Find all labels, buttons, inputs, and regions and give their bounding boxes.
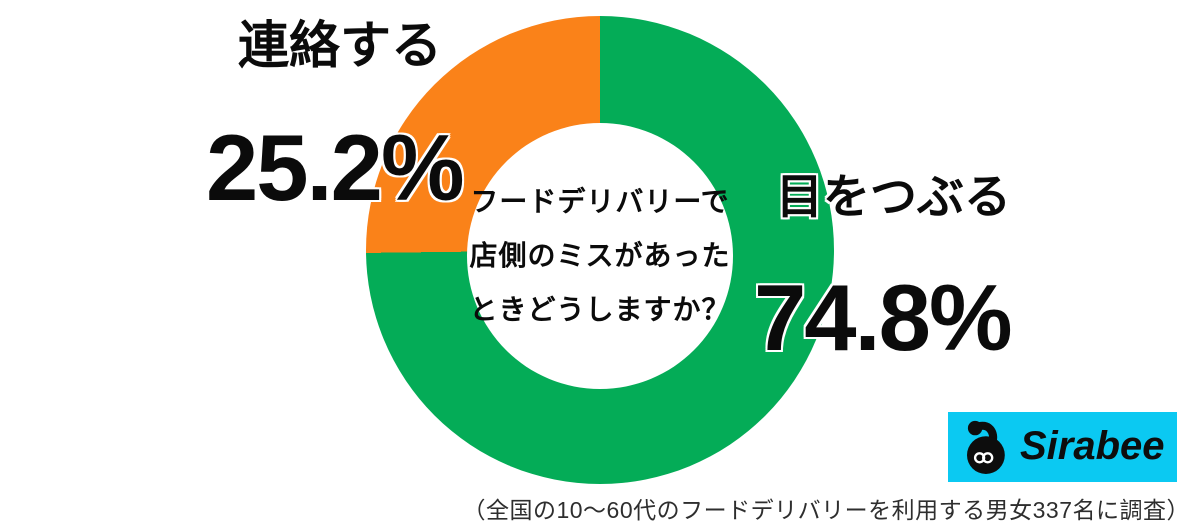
segment-label-contact: 連絡する — [238, 17, 443, 74]
center-question-line-3: ときどうしますか？ — [469, 294, 731, 325]
segment-value-contact: 25.2% — [206, 115, 465, 220]
segment-label-overlook: 目をつぶる — [776, 170, 1011, 223]
donut-center: フードデリバリーで 店側のミスがあった ときどうしますか？ — [467, 123, 733, 389]
segment-value-overlook: 74.8% — [754, 265, 1013, 370]
sirabee-brand-text: Sirabee — [1020, 423, 1165, 468]
sirabee-logo: Sirabee — [948, 412, 1177, 482]
survey-footnote: （全国の10〜60代のフードデリバリーを利用する男女337名に調査） — [462, 497, 1190, 522]
center-question-line-1: フードデリバリーで — [470, 186, 730, 217]
sirabee-mascot-icon — [967, 420, 1005, 474]
center-question-line-2: 店側のミスがあった — [469, 240, 731, 271]
